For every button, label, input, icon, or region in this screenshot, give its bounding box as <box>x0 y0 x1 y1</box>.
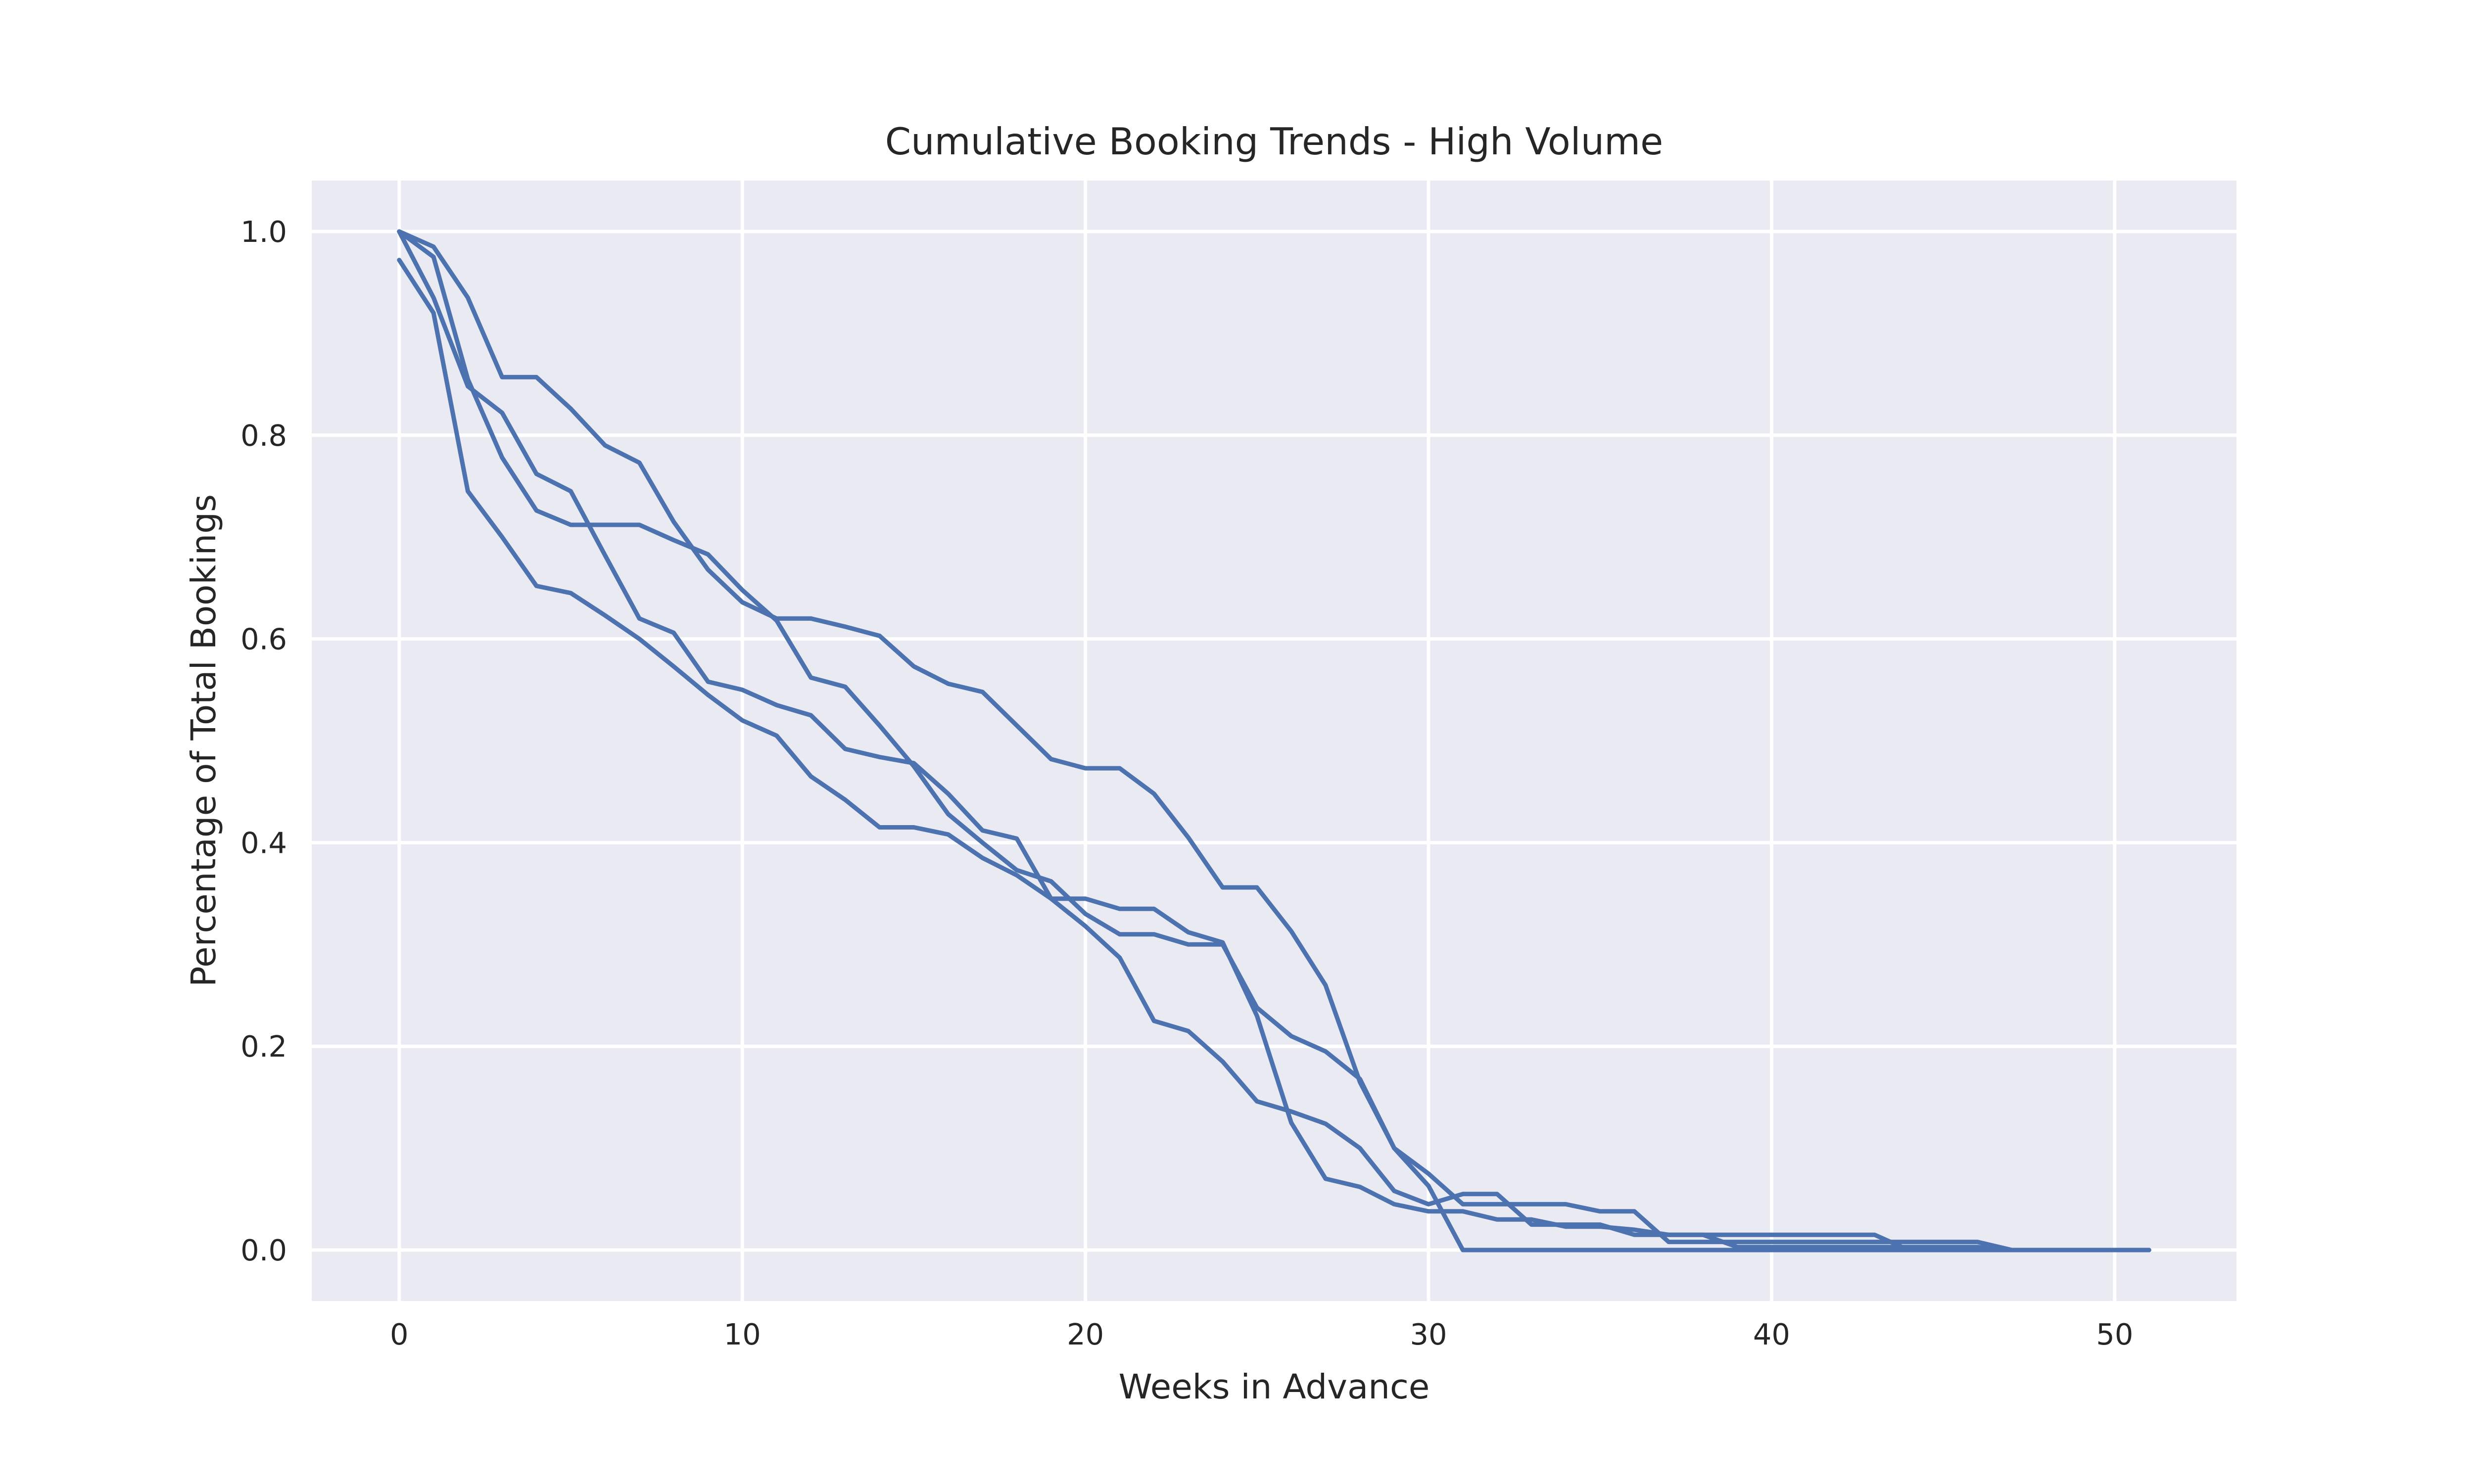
x-tick-label: 10 <box>724 1317 761 1351</box>
x-tick-label: 20 <box>1067 1317 1104 1351</box>
y-tick-label: 0.8 <box>240 418 287 453</box>
x-tick-label: 50 <box>2096 1317 2133 1351</box>
x-tick-label: 30 <box>1410 1317 1447 1351</box>
x-tick-label: 0 <box>390 1317 409 1351</box>
series-line-3 <box>397 258 2151 1252</box>
y-tick-label: 0.0 <box>240 1233 287 1267</box>
y-tick-label: 1.0 <box>240 215 287 249</box>
series-line-2 <box>397 229 2151 1252</box>
x-gridlines <box>397 181 2117 1301</box>
y-tick-label: 0.6 <box>240 622 287 656</box>
y-tick-label: 0.4 <box>240 826 287 860</box>
y-axis-label: Percentage of Total Bookings <box>184 494 224 987</box>
x-axis-label: Weeks in Advance <box>1119 1367 1430 1407</box>
plot-area <box>312 181 2236 1301</box>
chart-title: Cumulative Booking Trends - High Volume <box>885 120 1664 163</box>
x-tick-label: 40 <box>1753 1317 1790 1351</box>
series-line-4 <box>397 229 2151 1252</box>
x-tick-labels: 0 10 20 30 40 50 <box>390 1317 2133 1351</box>
y-tick-labels: 0.0 0.2 0.4 0.6 0.8 1.0 <box>240 215 287 1267</box>
series-lines <box>397 229 2151 1252</box>
y-tick-label: 0.2 <box>240 1029 287 1064</box>
